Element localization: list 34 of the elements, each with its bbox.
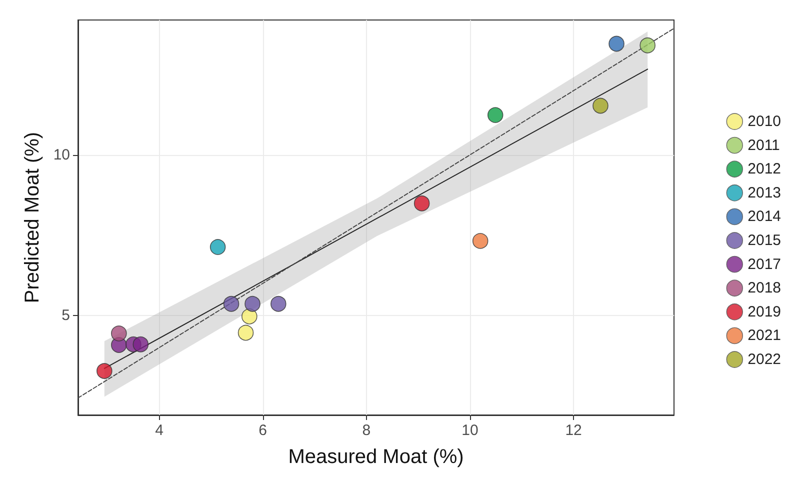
point (487, 107, 504, 123)
point (608, 36, 624, 52)
x-tick-label: 8 (362, 422, 371, 439)
x-tick-label: 10 (462, 422, 478, 439)
point (96, 363, 112, 379)
point (132, 336, 149, 352)
legend-label: 2013 (748, 184, 782, 202)
x-tick-label: 12 (565, 422, 582, 439)
legend-label: 2014 (748, 208, 782, 226)
legend-label: 2017 (748, 256, 782, 273)
point (244, 296, 260, 312)
legend-label: 2010 (748, 113, 782, 130)
legend-label: 2015 (748, 232, 782, 249)
legend-label: 2011 (748, 136, 780, 154)
point (223, 296, 240, 312)
y-axis-title: Predicted Moat (%) (21, 132, 44, 304)
point (640, 37, 656, 54)
x-tick-label: 6 (258, 422, 268, 439)
point (111, 326, 127, 342)
legend-label: 2019 (748, 303, 782, 320)
point (472, 233, 488, 249)
point (414, 195, 430, 212)
point (592, 98, 608, 114)
legend-label: 2022 (748, 351, 782, 368)
point (238, 324, 254, 341)
point (210, 239, 226, 255)
legend-label: 2012 (748, 160, 782, 178)
x-tick-label: 4 (155, 422, 164, 439)
legend-label: 2018 (748, 280, 782, 297)
legend-label: 2021 (748, 327, 782, 344)
point (242, 308, 258, 324)
x-axis-title: Measured Moat (%) (288, 446, 464, 468)
point (270, 296, 286, 312)
y-tick-label: 5 (62, 306, 70, 324)
